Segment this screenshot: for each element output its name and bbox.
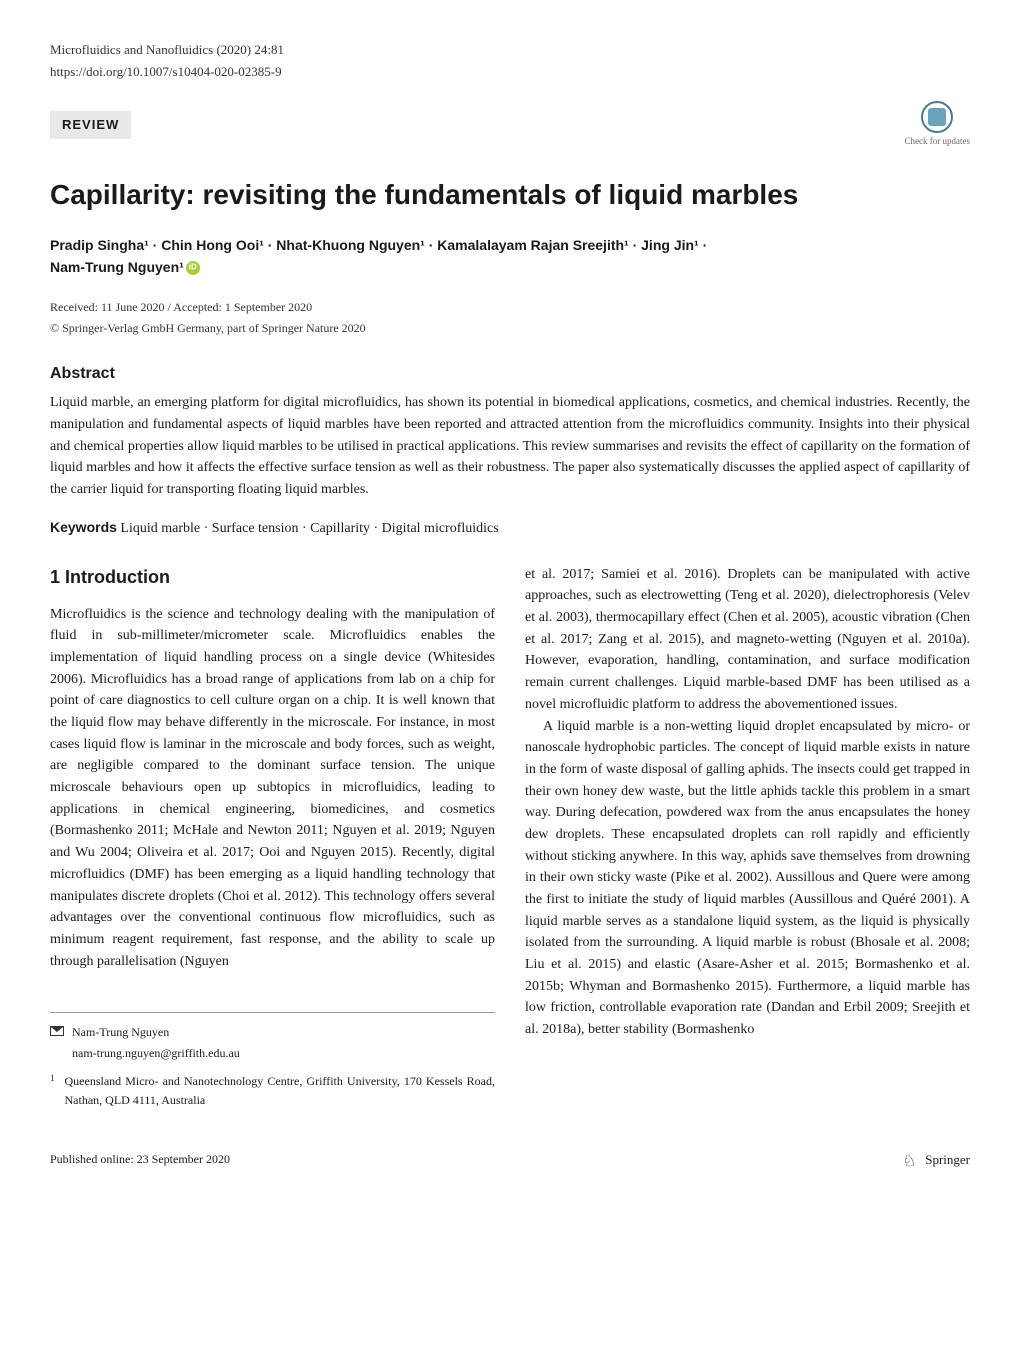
corresponding-email: nam-trung.nguyen@griffith.edu.au — [72, 1044, 495, 1063]
journal-issue: (2020) 24:81 — [216, 42, 284, 57]
corresponding-name: Nam-Trung Nguyen — [72, 1023, 169, 1042]
check-updates-icon — [921, 101, 953, 133]
check-updates-widget[interactable]: Check for updates — [905, 101, 970, 149]
left-column: 1 Introduction Microfluidics is the scie… — [50, 564, 495, 1110]
orcid-icon[interactable] — [186, 261, 200, 275]
keywords-block: Keywords Liquid marble · Surface tension… — [50, 517, 970, 539]
page-footer: Published online: 23 September 2020 Spri… — [50, 1150, 970, 1170]
article-type-badge: REVIEW — [50, 111, 131, 139]
copyright-line: © Springer-Verlag GmbH Germany, part of … — [50, 319, 970, 337]
check-updates-label: Check for updates — [905, 135, 970, 149]
authors-line-2: Nam-Trung Nguyen¹ — [50, 259, 184, 275]
corresponding-author: Nam-Trung Nguyen — [50, 1023, 495, 1042]
abstract-heading: Abstract — [50, 362, 970, 386]
corresponding-author-block: Nam-Trung Nguyen nam-trung.nguyen@griffi… — [50, 1012, 495, 1109]
abstract-text: Liquid marble, an emerging platform for … — [50, 392, 970, 500]
check-updates-inner-icon — [928, 108, 946, 126]
journal-header: Microfluidics and Nanofluidics (2020) 24… — [50, 40, 970, 60]
authors-line-1: Pradip Singha¹ · Chin Hong Ooi¹ · Nhat-K… — [50, 237, 707, 253]
publisher-name: Springer — [925, 1150, 970, 1170]
affiliation-text: Queensland Micro- and Nanotechnology Cen… — [65, 1072, 496, 1109]
right-column: et al. 2017; Samiei et al. 2016). Drople… — [525, 564, 970, 1110]
section-number: 1 — [50, 567, 60, 587]
journal-name: Microfluidics and Nanofluidics — [50, 42, 213, 57]
springer-horse-icon — [902, 1150, 920, 1168]
right-paragraph-2: A liquid marble is a non-wetting liquid … — [525, 716, 970, 1041]
right-paragraph-1: et al. 2017; Samiei et al. 2016). Drople… — [525, 564, 970, 716]
section-1-heading: 1 Introduction — [50, 564, 495, 592]
dates-line: Received: 11 June 2020 / Accepted: 1 Sep… — [50, 298, 970, 316]
article-type-bar: REVIEW Check for updates — [50, 101, 970, 149]
section-title: Introduction — [65, 567, 170, 587]
keywords-label: Keywords — [50, 519, 117, 535]
mail-icon — [50, 1026, 64, 1036]
two-column-layout: 1 Introduction Microfluidics is the scie… — [50, 564, 970, 1110]
doi-line: https://doi.org/10.1007/s10404-020-02385… — [50, 62, 970, 82]
published-online: Published online: 23 September 2020 — [50, 1150, 230, 1168]
article-title: Capillarity: revisiting the fundamentals… — [50, 174, 970, 216]
publisher-logo: Springer — [902, 1150, 970, 1170]
left-paragraph-1: Microfluidics is the science and technol… — [50, 604, 495, 973]
keywords-list: Liquid marble · Surface tension · Capill… — [120, 521, 498, 536]
authors-block: Pradip Singha¹ · Chin Hong Ooi¹ · Nhat-K… — [50, 234, 970, 279]
affiliation-number: 1 — [50, 1072, 55, 1109]
affiliation-block: 1 Queensland Micro- and Nanotechnology C… — [50, 1072, 495, 1109]
